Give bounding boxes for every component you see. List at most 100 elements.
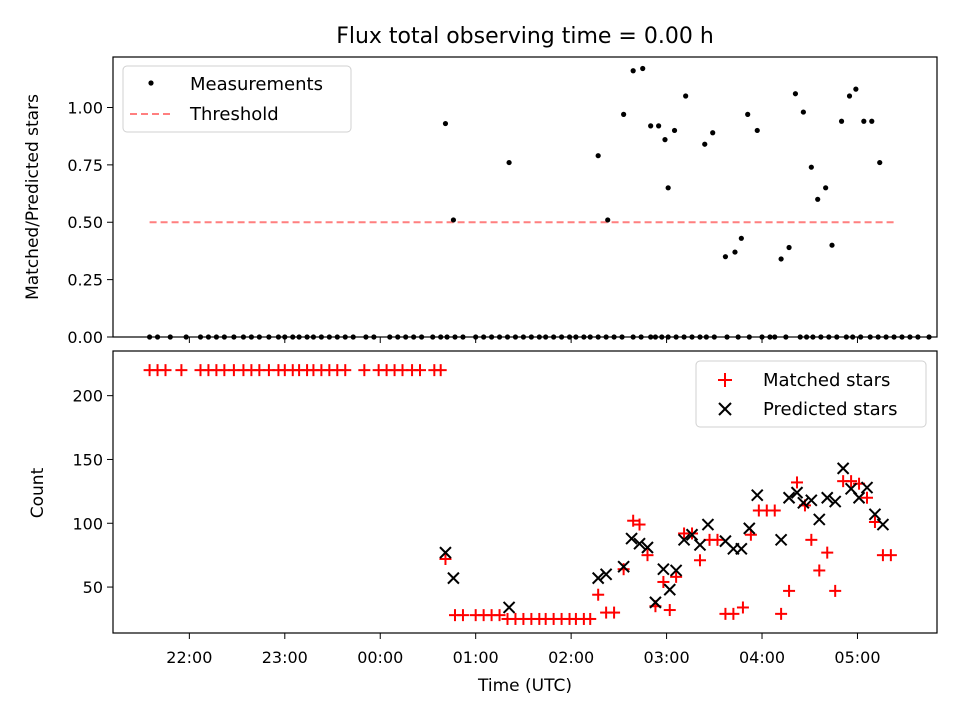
measurement-point-zero-55 [619, 334, 625, 340]
measurement-point-21 [778, 256, 784, 262]
legend-predicted-marker [718, 402, 732, 416]
measurement-point-4 [605, 217, 611, 223]
predicted-star-point-11 [663, 583, 676, 596]
measurement-point-9 [656, 123, 662, 129]
measurement-point-zero-42 [520, 334, 527, 340]
measurement-point-zero-63 [681, 334, 687, 340]
measurement-point-11 [665, 185, 671, 191]
predicted-star-point-35 [876, 518, 890, 531]
matched-star-point-83 [845, 475, 858, 488]
bottom-x-tick-label-7: 05:00 [834, 648, 880, 667]
bottom-x-tick-label-1: 23:00 [262, 648, 308, 667]
measurement-point-zero-74 [783, 334, 789, 340]
top-panel: Matched/Predicted stars 0.00 0.25 0.50 0.75… [23, 56, 938, 347]
measurement-point-zero-24 [363, 334, 369, 340]
legend-measurements-marker [148, 80, 154, 86]
measurement-point-zero-70 [746, 334, 752, 340]
measurement-point-zero-53 [603, 334, 609, 340]
measurement-point-zero-66 [703, 334, 709, 340]
measurement-point-zero-23 [350, 334, 356, 340]
matched-star-point-79 [813, 564, 826, 577]
predicted-star-point-30 [836, 462, 850, 475]
measurement-point-zero-71 [759, 334, 765, 340]
predicted-star-point-27 [813, 513, 826, 526]
matched-star-point-57 [641, 549, 654, 562]
measurement-point-zero-86 [883, 334, 889, 340]
predicted-star-point-20 [743, 522, 756, 535]
predicted-star-point-12 [669, 564, 683, 577]
measurement-point-zero-79 [826, 334, 832, 340]
chart-title: Flux total observing time = 0.00 h [336, 24, 714, 49]
predicted-star-point-25 [797, 496, 810, 510]
predicted-star-point-14 [685, 528, 699, 541]
measurement-point-zero-48 [566, 334, 573, 340]
measurement-point-zero-61 [665, 334, 671, 340]
measurement-point-zero-57 [638, 334, 644, 340]
measurement-point-zero-83 [858, 334, 864, 340]
matched-star-point-32 [439, 552, 452, 565]
measurement-point-17 [732, 249, 738, 255]
measurement-point-33 [869, 118, 875, 124]
measurement-point-zero-59 [652, 334, 659, 340]
predicted-star-point-28 [821, 491, 834, 504]
measurement-point-zero-58 [648, 334, 654, 340]
measurement-point-zero-29 [411, 334, 417, 340]
measurement-point-zero-9 [240, 334, 247, 340]
top-y-tick-label-2: 0.50 [67, 213, 103, 232]
measurement-point-zero-34 [452, 334, 458, 340]
measurement-point-zero-39 [496, 334, 503, 340]
measurement-point-3 [595, 153, 601, 159]
predicted-star-point-5 [617, 560, 630, 573]
measurement-point-zero-65 [697, 334, 703, 340]
matched-star-point-29 [414, 364, 427, 377]
measurement-point-14 [702, 141, 708, 147]
measurement-point-zero-52 [595, 334, 601, 340]
measurement-point-zero-8 [231, 334, 237, 340]
measurement-point-zero-0 [146, 334, 153, 340]
measurement-point-26 [815, 196, 821, 202]
predicted-star-point-26 [805, 494, 818, 507]
measurement-point-zero-3 [183, 334, 189, 340]
matched-star-point-38 [493, 609, 506, 622]
measurement-point-zero-22 [342, 334, 348, 340]
measurement-point-18 [738, 235, 744, 241]
measurement-point-zero-28 [403, 334, 409, 340]
legend-predicted-label: Predicted stars [763, 399, 897, 420]
measurement-point-zero-5 [205, 334, 212, 340]
legend-threshold-label: Threshold [189, 104, 279, 125]
predicted-star-point-1 [447, 571, 460, 585]
measurement-point-zero-1 [154, 334, 161, 340]
measurement-point-zero-85 [875, 334, 881, 340]
measurement-point-6 [630, 68, 636, 74]
measurement-point-zero-41 [512, 334, 519, 340]
measurement-point-zero-49 [573, 334, 579, 340]
matched-star-point-85 [861, 491, 874, 504]
measurement-point-zero-64 [689, 334, 695, 340]
matched-star-point-66 [711, 533, 724, 546]
measurement-point-15 [710, 130, 716, 136]
measurement-point-zero-89 [907, 334, 913, 340]
measurement-point-zero-30 [419, 334, 425, 340]
predicted-star-point-32 [852, 491, 866, 504]
measurement-point-zero-81 [843, 334, 849, 340]
measurement-point-23 [792, 91, 799, 97]
bottom-y-axis-label: Count [28, 467, 48, 518]
bottom-legend: Matched stars Predicted stars [695, 360, 927, 428]
matched-star-point-80 [821, 546, 834, 559]
matched-star-point-51 [592, 588, 605, 601]
measurement-point-1 [450, 217, 457, 223]
measurement-point-zero-32 [438, 334, 444, 340]
top-legend-box [122, 65, 352, 133]
measurement-point-31 [853, 86, 859, 92]
measurement-point-25 [808, 164, 814, 170]
measurement-point-zero-72 [767, 334, 773, 340]
measurement-point-zero-45 [543, 334, 549, 340]
measurement-point-zero-68 [724, 334, 730, 340]
matched-star-point-59 [657, 575, 670, 588]
measurement-point-29 [838, 118, 845, 124]
measurement-point-zero-20 [326, 334, 332, 340]
predicted-star-point-6 [625, 532, 638, 545]
bottom-y-tick-label-3: 200 [72, 387, 103, 406]
bottom-x-axis-label: Time (UTC) [477, 676, 572, 696]
measurement-point-zero-12 [266, 334, 272, 340]
